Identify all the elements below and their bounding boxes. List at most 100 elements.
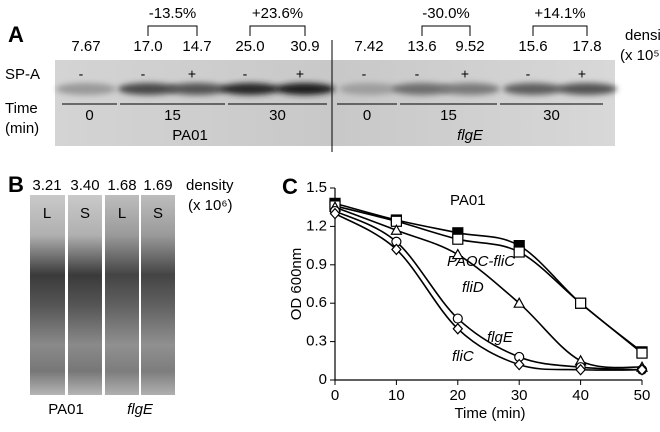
series-label: fliD	[462, 279, 484, 296]
blot-band	[167, 83, 227, 95]
density-value: 3.21	[32, 177, 61, 194]
x-tick-label: 20	[449, 387, 466, 404]
y-tick-label: 1.2	[306, 217, 327, 234]
marker	[451, 248, 464, 260]
bracket	[147, 25, 198, 36]
series-label: fliC	[452, 348, 474, 365]
x-tick-label: 10	[388, 387, 405, 404]
density-unit: (x 10⁵)	[620, 47, 660, 64]
marker	[452, 322, 464, 335]
blot-band	[56, 83, 116, 95]
marker	[636, 347, 648, 359]
marker	[513, 358, 525, 371]
treatment-sign: -	[141, 66, 146, 82]
marker	[452, 313, 463, 324]
series-label: flgE	[487, 329, 514, 346]
time-value: 0	[363, 107, 371, 124]
marker	[390, 224, 403, 235]
time-value: 30	[543, 107, 560, 124]
marker	[513, 246, 525, 258]
blot	[55, 60, 615, 146]
lane-label: L	[43, 205, 51, 222]
density-value: 17.8	[572, 38, 601, 55]
marker	[636, 363, 648, 376]
change-label: -30.0%	[422, 5, 470, 22]
y-tick-label: 0.3	[306, 333, 327, 350]
blot-band	[275, 83, 335, 95]
gel-lane	[30, 195, 65, 395]
treatment-sign: +	[461, 66, 469, 82]
panel-label: C	[282, 174, 298, 199]
density-value: 15.6	[518, 38, 547, 55]
x-tick-label: 0	[331, 387, 339, 404]
bracket	[421, 25, 471, 36]
panel-label: B	[8, 172, 24, 197]
density-value: 1.68	[107, 177, 136, 194]
treatment-sign: +	[296, 66, 304, 82]
density-title: density	[186, 177, 234, 194]
marker	[452, 233, 464, 245]
lane-label: S	[80, 205, 90, 222]
time-value: 15	[164, 107, 181, 124]
bracket	[532, 25, 588, 36]
x-tick-label: 30	[511, 387, 528, 404]
group-label: PA01	[172, 127, 208, 144]
time-value: 15	[440, 107, 457, 124]
series-line	[334, 206, 643, 369]
marker	[513, 296, 526, 308]
treatment-sign: -	[362, 66, 367, 82]
density-value: 25.0	[235, 38, 264, 55]
blot-band	[220, 83, 280, 95]
blot-band	[557, 83, 617, 95]
gel-lane	[141, 195, 175, 395]
bracket	[249, 25, 306, 36]
density-value: 30.9	[290, 38, 319, 55]
treatment-sign: -	[526, 66, 531, 82]
treatment-sign: -	[243, 66, 248, 82]
blot-band	[118, 83, 178, 95]
treatment-sign: +	[188, 66, 196, 82]
y-tick-label: 0.9	[306, 256, 327, 273]
change-label: -13.5%	[149, 5, 197, 22]
treatment-sign: +	[578, 66, 586, 82]
x-tick-label: 40	[572, 387, 589, 404]
blot-band	[339, 83, 399, 95]
group-label: flgE	[457, 127, 484, 144]
y-axis-title: OD 600nm	[288, 248, 305, 321]
density-value: 13.6	[407, 38, 436, 55]
blot-band	[440, 83, 500, 95]
series-label: PAOC-fliC	[447, 253, 515, 270]
marker	[575, 363, 586, 376]
marker	[391, 243, 402, 256]
density-value: 7.67	[71, 38, 100, 55]
gel-lane	[105, 195, 139, 395]
density-title: density	[625, 27, 660, 44]
gel-lane	[68, 195, 102, 395]
marker	[329, 207, 341, 220]
panel-label: A	[8, 22, 24, 47]
x-axis-title: Time (min)	[454, 405, 525, 422]
treatment-sign: -	[415, 66, 420, 82]
lane-label: S	[153, 205, 163, 222]
treatment-label: SP-A	[5, 66, 40, 83]
change-label: +14.1%	[534, 5, 585, 22]
blot-band	[503, 83, 563, 95]
time-value: 30	[269, 107, 286, 124]
density-value: 9.52	[455, 38, 484, 55]
density-value: 14.7	[182, 38, 211, 55]
lane-label: L	[118, 205, 126, 222]
marker	[574, 297, 587, 309]
density-value: 1.69	[143, 177, 172, 194]
y-tick-label: 0	[319, 371, 327, 388]
series-label: PA01	[450, 192, 486, 209]
blot-band	[392, 83, 452, 95]
y-tick-label: 1.5	[306, 179, 327, 196]
time-value: 0	[85, 107, 93, 124]
density-value: 3.40	[70, 177, 99, 194]
change-label: +23.6%	[252, 5, 303, 22]
time-label: Time	[5, 100, 38, 117]
density-value: 7.42	[354, 38, 383, 55]
group-label: flgE	[127, 401, 154, 418]
treatment-sign: -	[79, 66, 84, 82]
